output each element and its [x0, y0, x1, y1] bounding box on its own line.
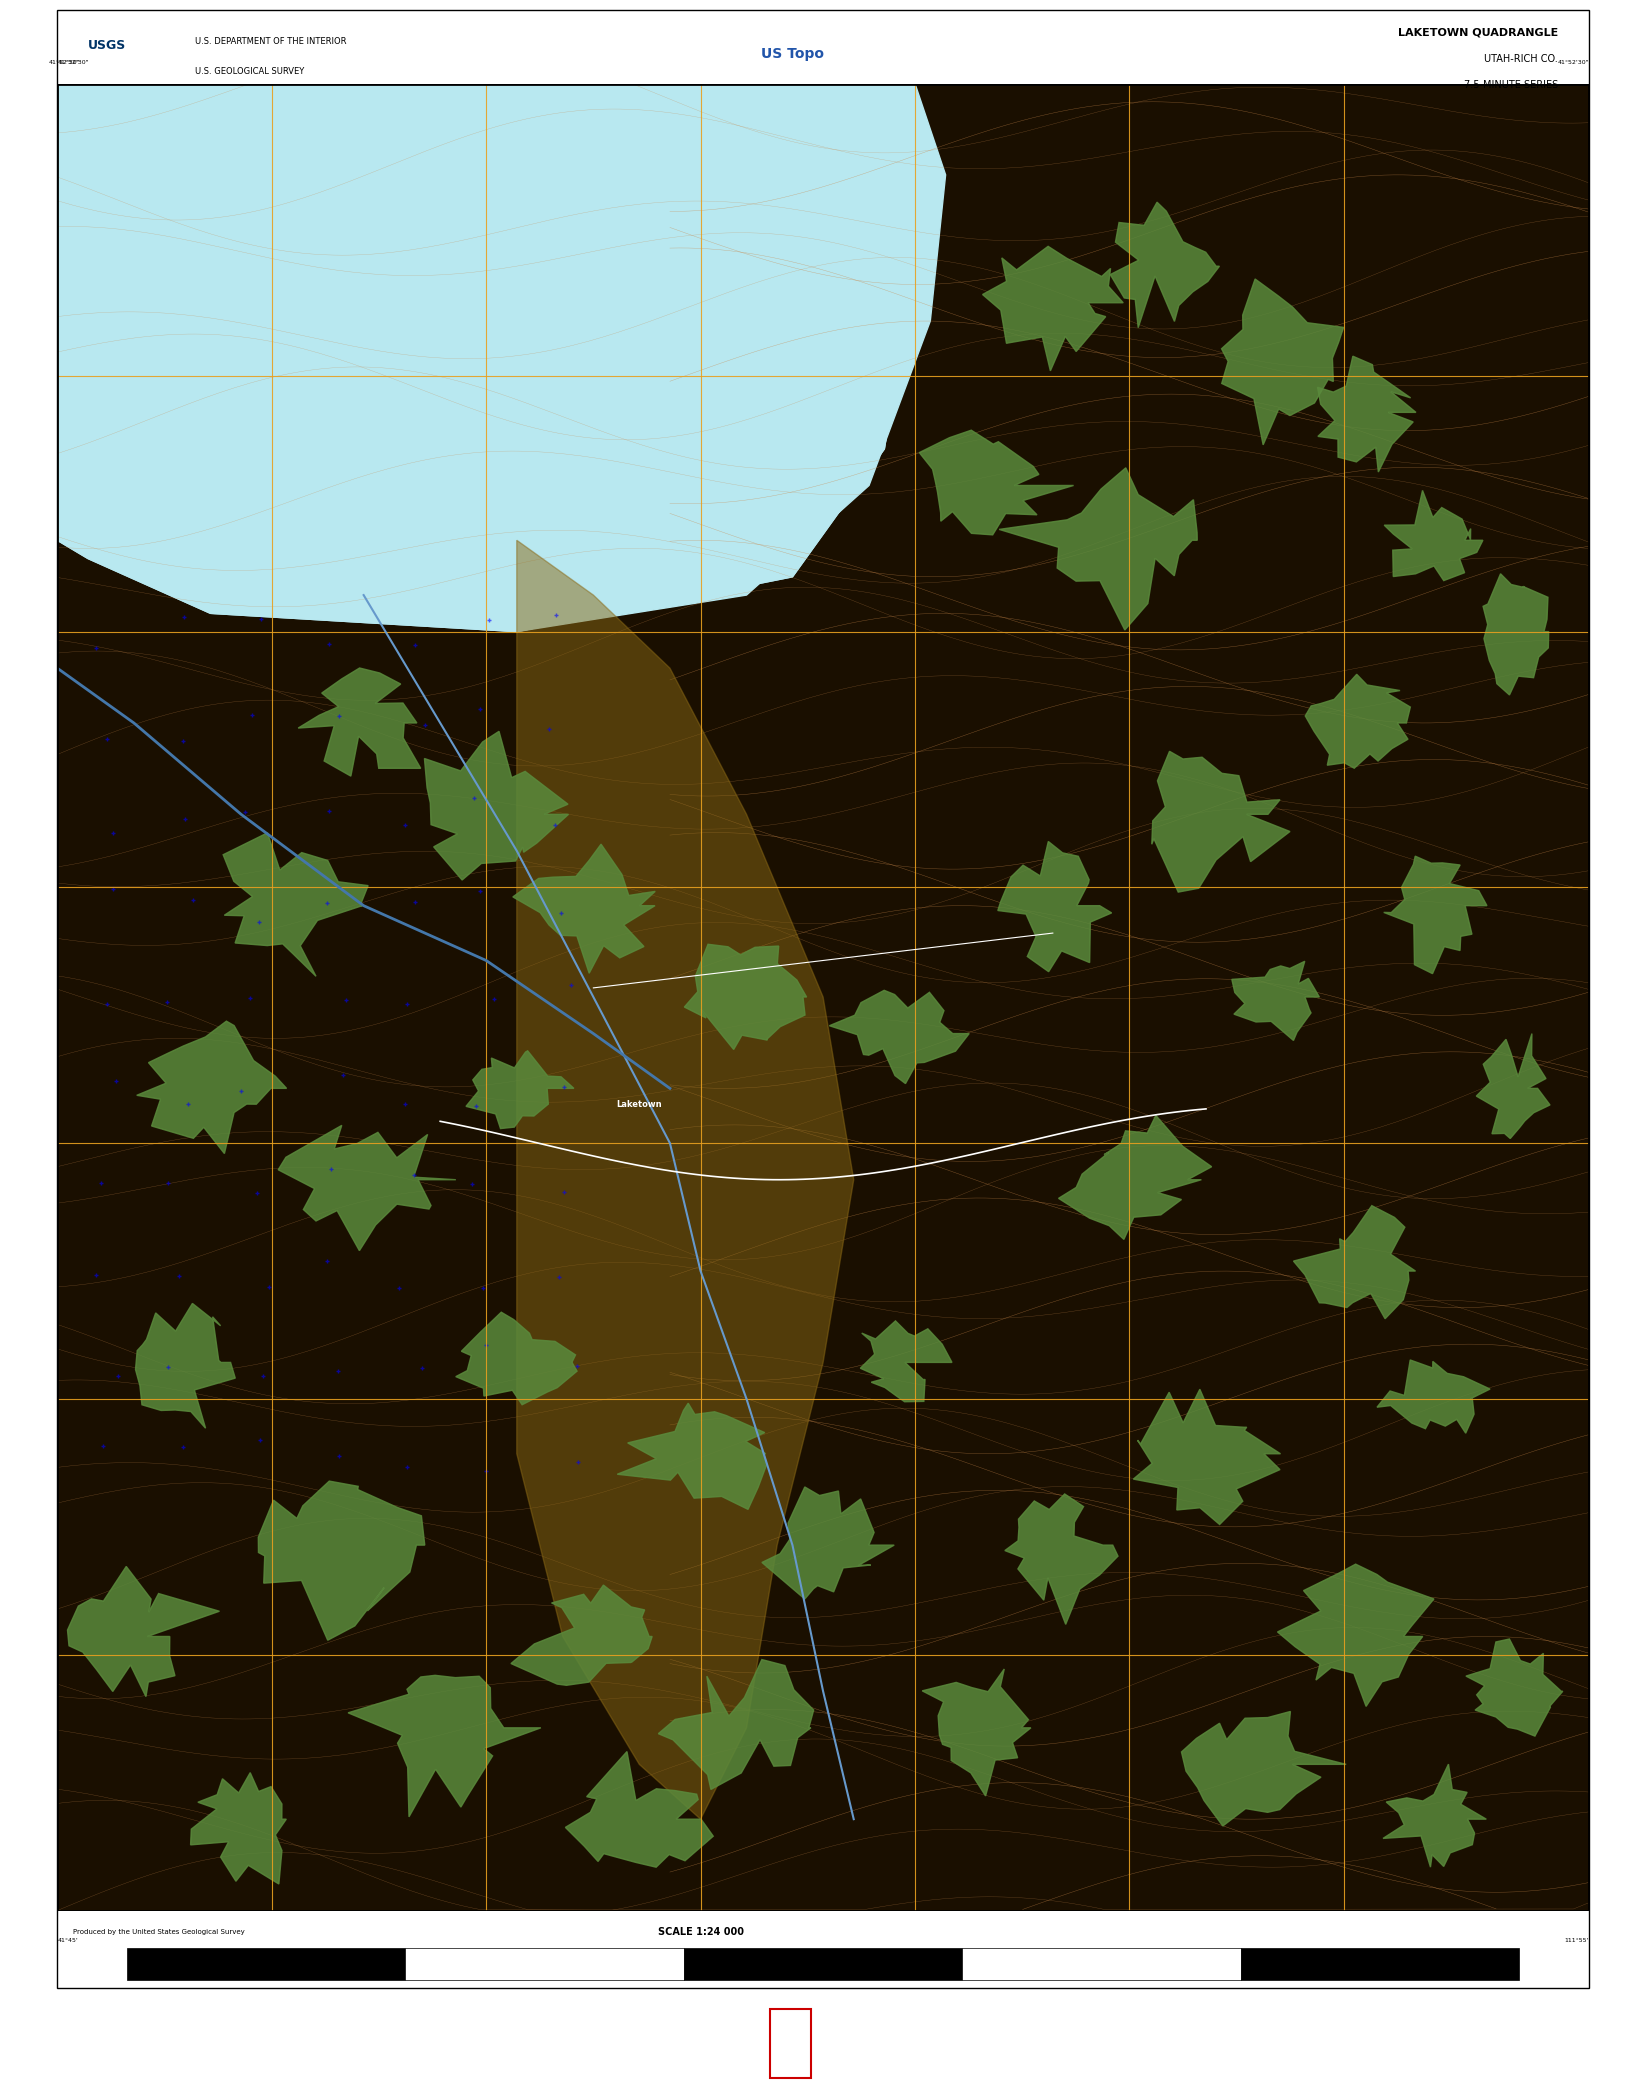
Polygon shape — [829, 990, 970, 1084]
Bar — [405, 1948, 683, 1979]
Text: U.S. GEOLOGICAL SURVEY: U.S. GEOLOGICAL SURVEY — [195, 67, 305, 77]
Polygon shape — [860, 1322, 952, 1401]
Polygon shape — [1384, 856, 1487, 973]
Text: Laketown: Laketown — [616, 1100, 662, 1109]
Text: USGS: USGS — [88, 40, 126, 52]
Polygon shape — [998, 841, 1112, 971]
Text: 41°52'30": 41°52'30" — [49, 61, 80, 65]
Text: UTAH-RICH CO.: UTAH-RICH CO. — [1484, 54, 1558, 63]
Polygon shape — [190, 1773, 287, 1883]
Text: Produced by the United States Geological Survey: Produced by the United States Geological… — [72, 1929, 244, 1936]
Polygon shape — [1278, 1564, 1433, 1706]
Polygon shape — [658, 1660, 814, 1789]
Text: 7.5-MINUTE SERIES: 7.5-MINUTE SERIES — [1464, 79, 1558, 90]
Polygon shape — [762, 1487, 894, 1599]
Text: SCALE 1:24 000: SCALE 1:24 000 — [657, 1927, 744, 1938]
Polygon shape — [67, 1566, 219, 1698]
Polygon shape — [465, 1050, 573, 1130]
Polygon shape — [1317, 357, 1415, 472]
Polygon shape — [278, 1125, 455, 1251]
Polygon shape — [518, 541, 853, 1819]
Polygon shape — [999, 468, 1197, 631]
Polygon shape — [1111, 203, 1219, 328]
Polygon shape — [1382, 1764, 1486, 1867]
Polygon shape — [1222, 280, 1343, 445]
Polygon shape — [223, 833, 369, 977]
Bar — [770, 2009, 811, 2078]
Bar — [683, 1948, 962, 1979]
Polygon shape — [618, 1403, 767, 1510]
Polygon shape — [1466, 1639, 1563, 1735]
Polygon shape — [136, 1303, 236, 1428]
Polygon shape — [298, 668, 421, 777]
Polygon shape — [424, 731, 568, 879]
Polygon shape — [1152, 752, 1291, 892]
Text: 111°55': 111°55' — [1564, 1938, 1589, 1944]
Polygon shape — [57, 84, 916, 633]
Text: US Topo: US Topo — [762, 48, 824, 61]
Polygon shape — [685, 944, 806, 1050]
Bar — [126, 1948, 405, 1979]
Text: 41°45': 41°45' — [57, 1938, 79, 1944]
Polygon shape — [983, 246, 1124, 372]
Text: LAKETOWN QUADRANGLE: LAKETOWN QUADRANGLE — [1397, 27, 1558, 38]
Polygon shape — [1232, 960, 1319, 1040]
Polygon shape — [1181, 1712, 1346, 1827]
Polygon shape — [1294, 1205, 1415, 1320]
Polygon shape — [1058, 1115, 1212, 1240]
Polygon shape — [259, 1480, 424, 1641]
Polygon shape — [922, 1668, 1030, 1796]
Polygon shape — [347, 1675, 541, 1817]
Polygon shape — [1476, 1034, 1550, 1138]
Polygon shape — [513, 844, 655, 973]
Polygon shape — [511, 1585, 652, 1685]
Polygon shape — [1133, 1389, 1281, 1524]
Polygon shape — [455, 1311, 577, 1405]
Polygon shape — [57, 84, 945, 633]
Text: 41°52'30": 41°52'30" — [1558, 61, 1589, 65]
Polygon shape — [1378, 1359, 1491, 1432]
Polygon shape — [1482, 574, 1548, 695]
Text: 41°52'30": 41°52'30" — [57, 61, 88, 65]
Polygon shape — [57, 84, 916, 633]
Polygon shape — [919, 430, 1073, 535]
Bar — [1240, 1948, 1518, 1979]
Polygon shape — [1305, 674, 1410, 768]
Bar — [962, 1948, 1242, 1979]
Polygon shape — [136, 1021, 287, 1153]
Polygon shape — [565, 1752, 713, 1867]
Text: U.S. DEPARTMENT OF THE INTERIOR: U.S. DEPARTMENT OF THE INTERIOR — [195, 38, 347, 46]
Polygon shape — [1004, 1495, 1119, 1624]
Polygon shape — [1384, 491, 1482, 580]
